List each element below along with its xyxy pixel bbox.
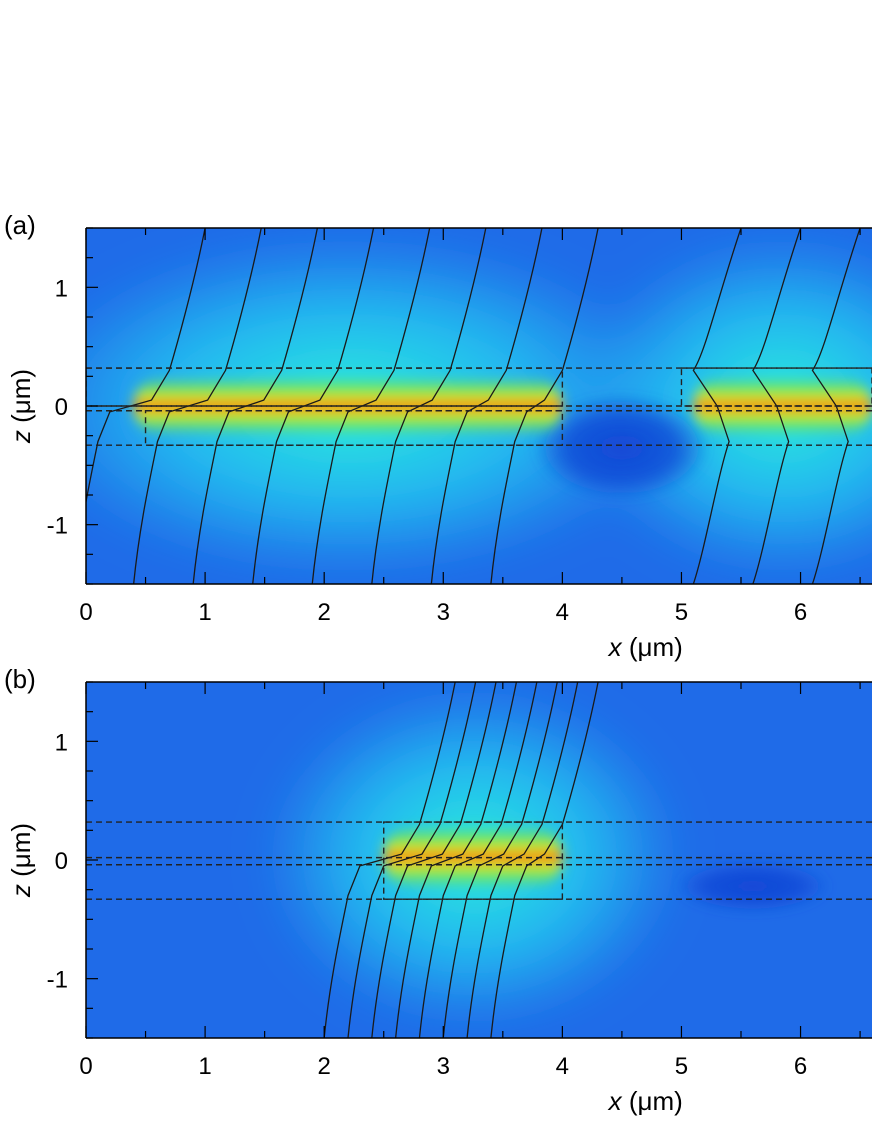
x-tick-label: 6 bbox=[794, 599, 807, 626]
waveguide-outlines bbox=[86, 821, 872, 900]
contour-line bbox=[394, 682, 518, 1038]
contour-line bbox=[371, 682, 497, 1038]
low-intensity-region bbox=[675, 860, 831, 913]
contour-line bbox=[323, 682, 456, 1038]
contour-line bbox=[347, 682, 477, 1038]
y-tick-label: 1 bbox=[55, 729, 68, 756]
contour-line bbox=[466, 682, 579, 1038]
x-tick-label: 5 bbox=[675, 599, 688, 626]
panel-label: (b) bbox=[4, 664, 36, 694]
y-tick-label: 1 bbox=[55, 275, 68, 302]
y-tick-label: 0 bbox=[55, 848, 68, 875]
x-tick-label: 3 bbox=[437, 599, 450, 626]
x-tick-label: 6 bbox=[794, 1053, 807, 1080]
low-intensity-region bbox=[532, 394, 712, 501]
x-tick-label: 0 bbox=[79, 1053, 92, 1080]
contour-line bbox=[418, 682, 538, 1038]
x-tick-label: 2 bbox=[318, 599, 331, 626]
waveguide-outline bbox=[86, 367, 564, 407]
y-tick-label: -1 bbox=[47, 513, 68, 540]
field-core bbox=[693, 376, 872, 436]
panel-label: (a) bbox=[4, 210, 36, 240]
x-axis-label: x (μm) bbox=[607, 632, 683, 662]
contour-lines bbox=[323, 682, 599, 1038]
panel-b: 0 1 2 3 4 5 6 1 0 -1 x (μm) z (μm) (b) bbox=[4, 664, 872, 1116]
contour-line bbox=[490, 682, 599, 1038]
x-tick-label: 0 bbox=[79, 599, 92, 626]
y-axis-label: z (μm) bbox=[6, 369, 36, 444]
waveguide-outline bbox=[144, 410, 564, 446]
y-tick-label: -1 bbox=[47, 967, 68, 994]
x-tick-label: 5 bbox=[675, 1053, 688, 1080]
x-tick-label: 3 bbox=[437, 1053, 450, 1080]
heatmap-area bbox=[86, 228, 872, 584]
x-tick-label: 4 bbox=[556, 599, 569, 626]
x-tick-label: 1 bbox=[198, 599, 211, 626]
panel-a: 0 1 2 3 4 5 6 1 0 -1 x (μm) z (μm) (a) bbox=[4, 210, 872, 662]
y-tick-label: 0 bbox=[55, 394, 68, 421]
heatmap-area bbox=[86, 682, 872, 1038]
waveguide-outline bbox=[383, 821, 564, 900]
y-axis-label: z (μm) bbox=[6, 823, 36, 898]
x-axis-label: x (μm) bbox=[607, 1086, 683, 1116]
x-tick-label: 1 bbox=[198, 1053, 211, 1080]
x-tick-label: 2 bbox=[318, 1053, 331, 1080]
waveguide-outlines bbox=[86, 367, 872, 446]
x-tick-label: 4 bbox=[556, 1053, 569, 1080]
contour-line bbox=[442, 682, 558, 1038]
